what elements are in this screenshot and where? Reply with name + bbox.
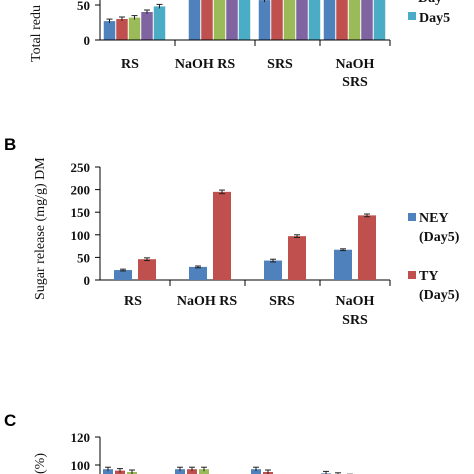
bar bbox=[251, 469, 261, 474]
bar bbox=[189, 266, 207, 280]
bar bbox=[336, 0, 348, 40]
bar bbox=[283, 0, 296, 40]
bar bbox=[153, 6, 166, 40]
x-tick-label: RS bbox=[121, 57, 139, 72]
bar bbox=[141, 12, 153, 40]
x-tick-label: NaOH RS bbox=[177, 294, 238, 309]
legend-label: Day5 bbox=[419, 11, 450, 26]
bar bbox=[264, 260, 282, 280]
bar bbox=[114, 270, 132, 280]
x-tick-label: NaOH RS bbox=[175, 57, 236, 72]
y-tick-label: 100 bbox=[71, 458, 91, 473]
bar bbox=[334, 249, 352, 280]
x-tick-label: RS bbox=[124, 294, 142, 309]
bar bbox=[103, 469, 113, 474]
bar bbox=[323, 0, 336, 40]
legend-label: TY bbox=[419, 269, 438, 284]
bar bbox=[308, 0, 321, 40]
y-tick-label: 50 bbox=[77, 250, 90, 265]
x-tick-label: NaOH bbox=[336, 57, 375, 72]
bar bbox=[296, 0, 308, 40]
bar bbox=[358, 215, 376, 280]
bar bbox=[116, 19, 128, 40]
legend-label: (Day5) bbox=[419, 230, 460, 245]
x-tick-label: SRS bbox=[342, 313, 368, 328]
legend-swatch bbox=[408, 271, 416, 279]
bar bbox=[201, 0, 213, 40]
bar bbox=[373, 0, 386, 40]
x-tick-label: SRS bbox=[342, 75, 368, 90]
bar bbox=[271, 0, 283, 40]
bar bbox=[226, 0, 238, 40]
bar bbox=[213, 191, 231, 280]
x-tick-label: SRS bbox=[267, 57, 293, 72]
bar bbox=[348, 0, 361, 40]
bar bbox=[188, 0, 201, 40]
legend-swatch bbox=[408, 12, 416, 20]
bar bbox=[175, 469, 185, 474]
bar bbox=[238, 0, 251, 40]
bar bbox=[213, 0, 226, 40]
y-tick-label: 150 bbox=[71, 205, 91, 220]
legend-label: (Day5) bbox=[419, 288, 460, 303]
x-tick-label: SRS bbox=[269, 294, 295, 309]
y-tick-label: 120 bbox=[71, 430, 91, 445]
y-axis-title: (%) bbox=[33, 453, 48, 474]
bar bbox=[128, 17, 141, 40]
panel-label: C bbox=[4, 411, 16, 430]
bar bbox=[103, 21, 116, 40]
y-tick-label: 50 bbox=[77, 0, 90, 13]
y-axis-title: Sugar release (mg/g) DM bbox=[33, 157, 48, 300]
y-tick-label: 200 bbox=[71, 183, 91, 198]
bar bbox=[361, 0, 373, 40]
bar bbox=[138, 259, 156, 280]
legend-label: NEY bbox=[419, 211, 449, 226]
y-tick-label: 250 bbox=[71, 160, 91, 175]
y-axis-title: Total redu bbox=[29, 5, 44, 62]
bar bbox=[258, 0, 271, 41]
y-tick-label: 100 bbox=[71, 228, 91, 243]
y-tick-label: 0 bbox=[84, 273, 91, 288]
legend-swatch bbox=[408, 213, 416, 221]
bar bbox=[288, 236, 306, 280]
y-tick-label: 0 bbox=[84, 33, 91, 48]
x-tick-label: NaOH bbox=[336, 294, 375, 309]
panel-label: B bbox=[4, 135, 16, 154]
bar bbox=[199, 469, 209, 474]
bar bbox=[187, 469, 197, 474]
legend-label: Day bbox=[418, 0, 442, 6]
